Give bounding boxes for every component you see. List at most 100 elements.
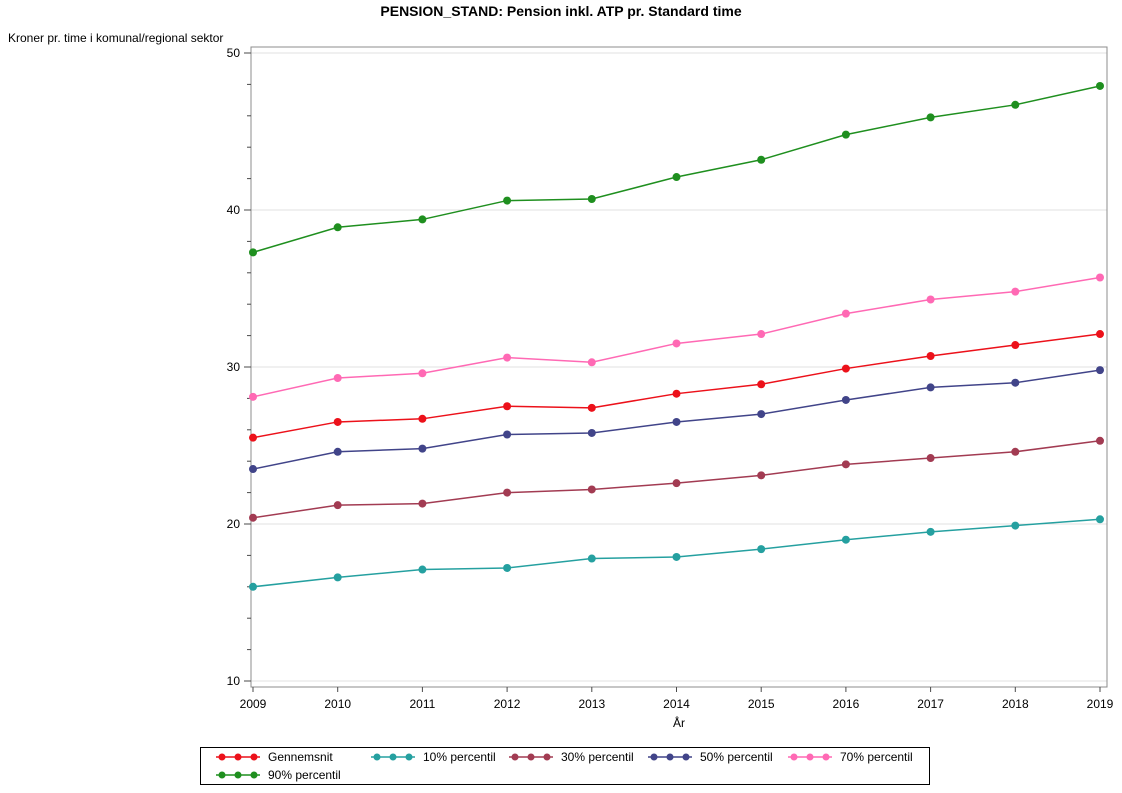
- data-point-10-percentil-2010: [333, 573, 342, 582]
- legend-marker-50-percentil: [648, 753, 692, 761]
- y-axis: 10 20 30 40 50: [227, 46, 251, 688]
- data-point-90-percentil-2013: [587, 195, 596, 204]
- data-point-90-percentil-2017: [926, 113, 935, 122]
- x-tick-label-2017: 2017: [917, 697, 944, 711]
- series-gennemsnit: [249, 330, 1104, 442]
- legend-marker-10-percentil: [371, 753, 415, 761]
- data-point-10-percentil-2018: [1011, 521, 1020, 530]
- legend-item-30-percentil: 30% percentil: [508, 750, 647, 765]
- data-point-gennemsnit-2012: [503, 402, 512, 411]
- data-point-50-percentil-2019: [1096, 366, 1104, 375]
- series-line-70-percentil: [252, 276, 1101, 398]
- data-point-70-percentil-2010: [333, 373, 342, 382]
- data-point-10-percentil-2015: [757, 545, 766, 554]
- y-axis-title: Kroner pr. time i komunal/regional sekto…: [8, 31, 224, 45]
- data-point-10-percentil-2017: [926, 527, 935, 536]
- x-tick-label-2018: 2018: [1002, 697, 1029, 711]
- data-point-10-percentil-2011: [418, 565, 427, 574]
- data-point-10-percentil-2019: [1096, 515, 1104, 524]
- data-point-gennemsnit-2013: [587, 403, 596, 412]
- data-point-30-percentil-2018: [1011, 447, 1020, 456]
- data-point-30-percentil-2009: [249, 513, 257, 522]
- x-tick-label-2013: 2013: [578, 697, 605, 711]
- data-point-30-percentil-2012: [503, 488, 512, 497]
- data-point-70-percentil-2014: [672, 339, 681, 348]
- data-point-10-percentil-2016: [841, 535, 850, 544]
- data-point-30-percentil-2014: [672, 479, 681, 488]
- data-point-90-percentil-2011: [418, 215, 427, 224]
- data-point-30-percentil-2015: [757, 471, 766, 480]
- data-point-90-percentil-2009: [249, 248, 257, 257]
- data-point-90-percentil-2014: [672, 173, 681, 182]
- data-point-70-percentil-2019: [1096, 273, 1104, 282]
- data-point-90-percentil-2015: [757, 155, 766, 164]
- data-point-gennemsnit-2016: [841, 364, 850, 373]
- legend: Gennemsnit 10% percentil 30% percentil 50% …: [200, 747, 930, 785]
- x-tick-label-2016: 2016: [833, 697, 860, 711]
- data-point-30-percentil-2017: [926, 454, 935, 463]
- data-point-gennemsnit-2019: [1096, 330, 1104, 339]
- data-point-30-percentil-2010: [333, 501, 342, 510]
- data-point-70-percentil-2015: [757, 330, 766, 339]
- y-tick-label-20: 20: [227, 517, 241, 531]
- data-point-50-percentil-2018: [1011, 378, 1020, 387]
- data-point-50-percentil-2013: [587, 428, 596, 437]
- legend-label-90-percentil: 90% percentil: [268, 768, 341, 782]
- data-point-50-percentil-2014: [672, 417, 681, 426]
- data-point-50-percentil-2017: [926, 383, 935, 392]
- data-point-50-percentil-2010: [333, 447, 342, 456]
- legend-label-50-percentil: 50% percentil: [700, 750, 773, 764]
- x-tick-label-2009: 2009: [240, 697, 267, 711]
- series-90-percentil: [249, 81, 1104, 257]
- data-point-70-percentil-2012: [503, 353, 512, 362]
- legend-item-50-percentil: 50% percentil: [647, 750, 787, 765]
- legend-marker-30-percentil: [509, 753, 553, 761]
- data-point-30-percentil-2013: [587, 485, 596, 494]
- data-point-70-percentil-2009: [249, 392, 257, 401]
- data-point-10-percentil-2013: [587, 554, 596, 563]
- x-axis-title: År: [673, 716, 685, 730]
- legend-label-10-percentil: 10% percentil: [423, 750, 496, 764]
- x-tick-label-2011: 2011: [409, 697, 435, 711]
- data-point-50-percentil-2016: [841, 395, 850, 404]
- data-point-gennemsnit-2015: [757, 380, 766, 389]
- legend-label-gennemsnit: Gennemsnit: [268, 750, 333, 764]
- x-tick-label-2014: 2014: [663, 697, 690, 711]
- series-line-90-percentil: [252, 85, 1101, 254]
- data-point-gennemsnit-2018: [1011, 341, 1020, 350]
- y-tick-label-40: 40: [227, 203, 241, 217]
- data-point-10-percentil-2012: [503, 563, 512, 572]
- data-point-10-percentil-2009: [249, 582, 257, 591]
- data-point-70-percentil-2013: [587, 358, 596, 367]
- data-point-30-percentil-2016: [841, 460, 850, 469]
- data-point-90-percentil-2010: [333, 223, 342, 232]
- data-point-70-percentil-2017: [926, 295, 935, 304]
- data-point-90-percentil-2012: [503, 196, 512, 205]
- gridlines: [251, 52, 1107, 682]
- legend-marker-70-percentil: [788, 753, 832, 761]
- series-50-percentil: [249, 366, 1104, 474]
- data-point-30-percentil-2019: [1096, 436, 1104, 445]
- data-point-gennemsnit-2017: [926, 352, 935, 361]
- legend-label-30-percentil: 30% percentil: [561, 750, 634, 764]
- legend-item-70-percentil: 70% percentil: [787, 750, 929, 765]
- data-point-30-percentil-2011: [418, 499, 427, 508]
- legend-item-gennemsnit: Gennemsnit: [215, 750, 370, 765]
- y-tick-label-10: 10: [227, 674, 241, 688]
- chart-title: PENSION_STAND: Pension inkl. ATP pr. Sta…: [380, 3, 742, 19]
- data-point-gennemsnit-2010: [333, 417, 342, 426]
- data-point-50-percentil-2012: [503, 430, 512, 439]
- data-point-gennemsnit-2014: [672, 389, 681, 398]
- legend-marker-gennemsnit: [216, 753, 260, 761]
- data-point-90-percentil-2016: [841, 130, 850, 139]
- data-point-gennemsnit-2011: [418, 414, 427, 423]
- legend-item-90-percentil: 90% percentil: [215, 768, 370, 783]
- y-tick-label-50: 50: [227, 46, 241, 60]
- y-tick-label-30: 30: [227, 360, 241, 374]
- x-tick-label-2012: 2012: [494, 697, 521, 711]
- series-10-percentil: [249, 515, 1104, 591]
- legend-item-10-percentil: 10% percentil: [370, 750, 508, 765]
- series-30-percentil: [249, 436, 1104, 522]
